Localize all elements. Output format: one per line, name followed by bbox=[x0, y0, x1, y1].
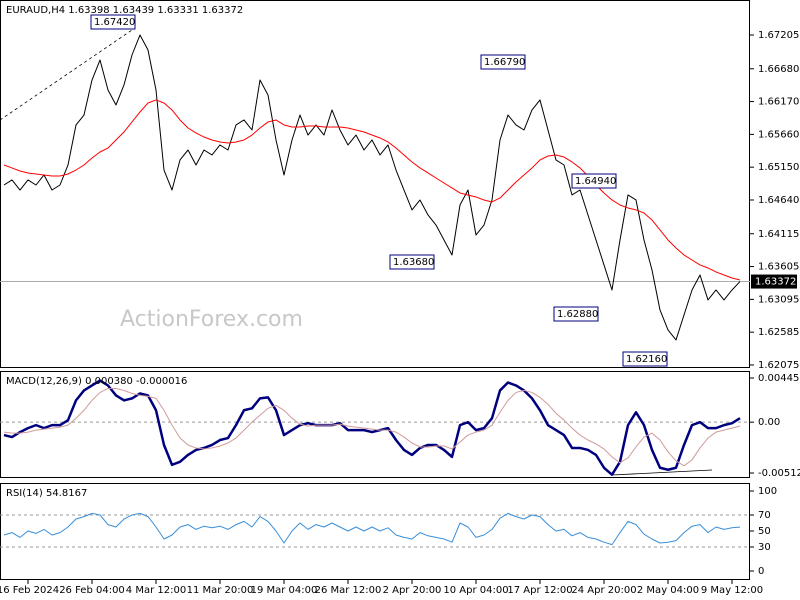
y-tick-label: 0.004456 bbox=[758, 373, 800, 384]
x-tick-label: 24 Apr 20:00 bbox=[571, 585, 636, 596]
panel-title: RSI(14) 54.8167 bbox=[6, 488, 87, 499]
y-tick-label: 1.64640 bbox=[758, 195, 799, 206]
price-annotation-box bbox=[389, 254, 435, 270]
last-price-label: 1.63372 bbox=[755, 277, 796, 288]
price-annotation-box bbox=[480, 54, 526, 70]
y-tick-label: 1.66170 bbox=[758, 97, 799, 108]
watermark: ActionForex.com bbox=[120, 307, 303, 332]
series-line bbox=[3, 512, 741, 546]
panel-title: EURAUD,H4 1.63398 1.63439 1.63331 1.6337… bbox=[6, 5, 243, 16]
y-tick-label: 1.62585 bbox=[758, 327, 799, 338]
panel-title: MACD(12,26,9) 0.000380 -0.000016 bbox=[6, 376, 187, 387]
series-line bbox=[3, 387, 741, 467]
price-annotation: 1.63680 bbox=[393, 257, 434, 268]
x-tick-label: 2 May 04:00 bbox=[637, 585, 699, 596]
y-tick-label: 1.65150 bbox=[758, 162, 799, 173]
x-tick-label: 2 Apr 20:00 bbox=[383, 585, 442, 596]
series-line bbox=[3, 99, 741, 281]
last-price-box bbox=[751, 274, 797, 289]
y-tick-label: 0 bbox=[758, 566, 764, 577]
panel-frame bbox=[0, 371, 750, 478]
y-tick-label: 1.63605 bbox=[758, 262, 799, 273]
price-annotation-box bbox=[622, 351, 668, 367]
price-annotation: 1.67420 bbox=[94, 17, 135, 28]
y-tick-label: 30 bbox=[758, 542, 771, 553]
price-annotation: 1.64940 bbox=[575, 176, 616, 187]
price-annotation-box bbox=[90, 14, 136, 30]
price-annotation: 1.62880 bbox=[557, 309, 598, 320]
price-annotation-box bbox=[571, 173, 617, 189]
x-tick-label: 26 Feb 04:00 bbox=[59, 585, 125, 596]
series-line bbox=[3, 34, 741, 341]
x-tick-label: 17 Apr 12:00 bbox=[507, 585, 572, 596]
x-tick-label: 26 Mar 12:00 bbox=[315, 585, 382, 596]
y-tick-label: 1.63095 bbox=[758, 294, 799, 305]
y-tick-label: 1.67205 bbox=[758, 30, 799, 41]
y-tick-label: 0.00 bbox=[758, 417, 780, 428]
series-line bbox=[3, 379, 741, 476]
y-tick-label: 50 bbox=[758, 526, 771, 537]
y-tick-label: 1.62075 bbox=[758, 360, 799, 371]
panel-frame bbox=[0, 0, 750, 368]
panel-frame bbox=[0, 483, 750, 580]
y-tick-label: 70 bbox=[758, 510, 771, 521]
y-tick-label: 1.66680 bbox=[758, 64, 799, 75]
price-annotation-box bbox=[553, 306, 599, 322]
y-tick-label: 1.64115 bbox=[758, 229, 799, 240]
trend-line bbox=[0, 29, 133, 121]
x-tick-label: 16 Feb 2024 bbox=[0, 585, 59, 596]
y-tick-label: 100 bbox=[758, 486, 777, 497]
x-tick-label: 19 Mar 04:00 bbox=[251, 585, 318, 596]
y-tick-label: 1.65660 bbox=[758, 129, 799, 140]
y-tick-label: -0.005128 bbox=[758, 468, 800, 479]
price-annotation: 1.66790 bbox=[484, 57, 525, 68]
x-tick-label: 10 Apr 04:00 bbox=[443, 585, 508, 596]
x-tick-label: 4 Mar 12:00 bbox=[126, 585, 186, 596]
price-annotation: 1.62160 bbox=[626, 354, 667, 365]
divergence-line bbox=[611, 469, 713, 476]
x-tick-label: 11 Mar 20:00 bbox=[187, 585, 254, 596]
x-tick-label: 9 May 12:00 bbox=[701, 585, 763, 596]
